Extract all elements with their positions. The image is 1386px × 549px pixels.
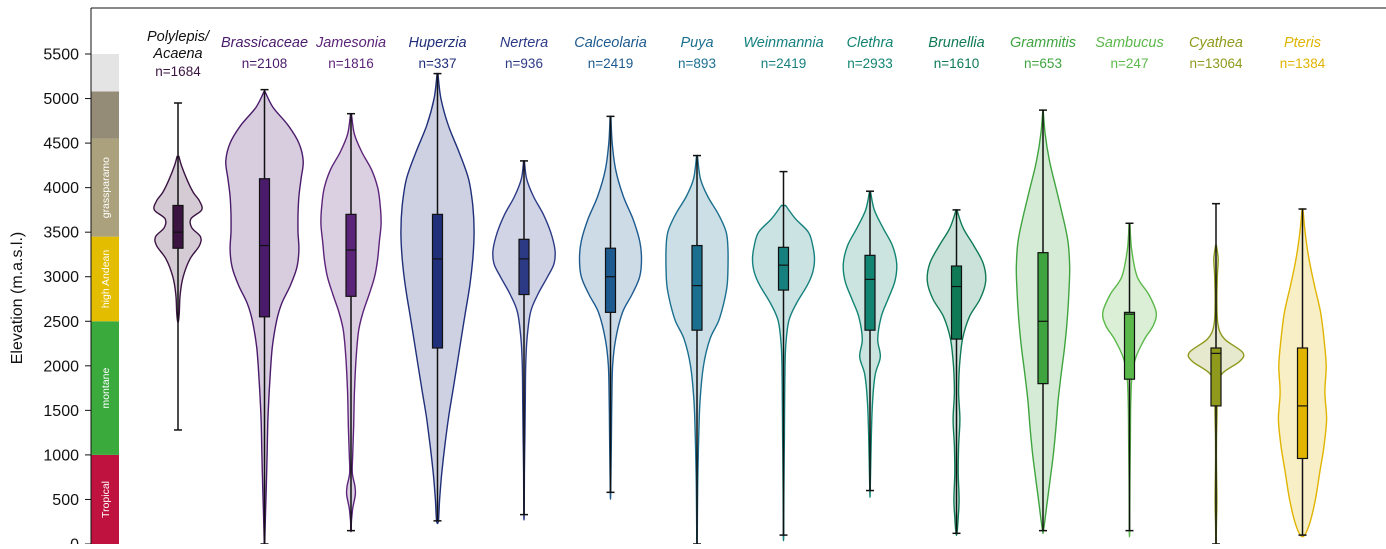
- taxon-headers: Polylepis/Acaena n=1684 Brassicaceae n=2108…: [147, 29, 1326, 79]
- violin-brunellia: [926, 209, 987, 537]
- violin-box: [864, 254, 876, 331]
- taxon-count: n=1384: [1280, 56, 1326, 71]
- violin-box: [1037, 252, 1049, 385]
- plot-frame: [90, 7, 1386, 544]
- violin-box: [345, 213, 357, 297]
- taxon-name: Huperzia: [408, 35, 466, 51]
- taxon-count: n=247: [1111, 56, 1149, 71]
- y-tick-label: 1000: [43, 447, 79, 464]
- zone-label: grassparamo: [100, 157, 112, 218]
- taxon-name: Brunellia: [928, 35, 984, 51]
- violin-box: [777, 246, 790, 291]
- violin-pteris: [1277, 208, 1328, 538]
- zone-band-4: [91, 91, 119, 139]
- taxon-name: Jamesonia: [315, 35, 386, 51]
- taxon-name: Nertera: [500, 35, 548, 51]
- taxon-name: Grammitis: [1010, 35, 1076, 51]
- violin-brassicaceae: [225, 88, 304, 549]
- taxon-name: Calceolaria: [574, 35, 647, 51]
- y-axis-label: Elevation (m.a.s.l.): [9, 232, 26, 364]
- zone-label: high Andean: [100, 250, 112, 309]
- taxon-count: n=2108: [242, 56, 287, 71]
- taxon-name: Pteris: [1284, 35, 1321, 51]
- y-tick-label: 2500: [43, 314, 79, 331]
- violin-huperzia: [400, 72, 475, 525]
- violin-box: [950, 265, 963, 340]
- y-tick-label: 0: [70, 537, 79, 545]
- violin-cyathea: [1187, 202, 1245, 547]
- violin-weinmannia: [751, 170, 816, 542]
- taxon-count: n=936: [505, 56, 543, 71]
- zone-band-2: [91, 236, 119, 322]
- violin-box: [1123, 311, 1136, 380]
- violin-box: [1296, 347, 1309, 460]
- zone-band-0: [91, 454, 119, 544]
- violin-clethra: [842, 190, 898, 498]
- taxon-name: Polylepis/: [147, 29, 211, 45]
- taxon-count: n=1684: [155, 64, 201, 79]
- violin-box: [258, 178, 271, 318]
- violin-box: [431, 213, 444, 349]
- taxon-count: n=2419: [761, 56, 806, 71]
- taxon-name-line2: Acaena: [152, 46, 202, 62]
- taxon-name: Cyathea: [1189, 35, 1243, 51]
- violin-sambucus: [1101, 222, 1158, 538]
- zone-label: Tropical: [100, 481, 112, 518]
- y-tick-label: 4500: [43, 136, 79, 153]
- violins-group: [153, 72, 1328, 549]
- taxon-name: Weinmannia: [743, 35, 823, 51]
- taxon-count: n=2419: [588, 56, 633, 71]
- zone-band-1: [91, 321, 119, 455]
- violin-nertera: [492, 160, 556, 521]
- y-tick-label: 5000: [43, 91, 79, 108]
- y-tick-label: 4000: [43, 180, 79, 197]
- violin-puya: [665, 154, 729, 549]
- violin-box: [518, 238, 530, 296]
- violin-grammitis: [1015, 109, 1071, 535]
- violin-jamesonia: [320, 112, 382, 533]
- zone-band-5: [91, 54, 119, 92]
- taxon-name: Brassicaceae: [221, 35, 308, 51]
- taxon-count: n=337: [419, 56, 457, 71]
- taxon-name: Sambucus: [1095, 35, 1164, 51]
- y-tick-label: 3000: [43, 269, 79, 286]
- violin-calceolaria: [578, 115, 643, 500]
- violin-box: [172, 204, 184, 249]
- taxon-name: Puya: [680, 35, 713, 51]
- violin-box: [604, 247, 617, 313]
- taxon-count: n=13064: [1190, 56, 1243, 71]
- taxon-count: n=2933: [847, 56, 892, 71]
- y-tick-label: 500: [52, 492, 79, 509]
- violin-polylepis-acaena: [153, 102, 203, 431]
- y-tick-label: 2000: [43, 358, 79, 375]
- taxon-count: n=653: [1024, 56, 1062, 71]
- violin-box: [1210, 347, 1222, 407]
- taxon-name: Clethra: [847, 35, 894, 51]
- taxon-count: n=1816: [328, 56, 373, 71]
- violin-box: [691, 244, 703, 331]
- taxon-count: n=1610: [934, 56, 979, 71]
- y-tick-label: 1500: [43, 403, 79, 420]
- y-tick-label: 5500: [43, 47, 79, 64]
- zone-band-3: [91, 138, 119, 237]
- taxon-count: n=893: [678, 56, 716, 71]
- elevation-zone-bar: Tropical montane high Andean grassparamo: [91, 54, 119, 544]
- y-tick-label: 3500: [43, 225, 79, 242]
- y-axis: 0 500 1000 1500 2000 2500 3000 3500 4000 4500 5000…: [43, 47, 91, 549]
- zone-label: montane: [100, 368, 112, 409]
